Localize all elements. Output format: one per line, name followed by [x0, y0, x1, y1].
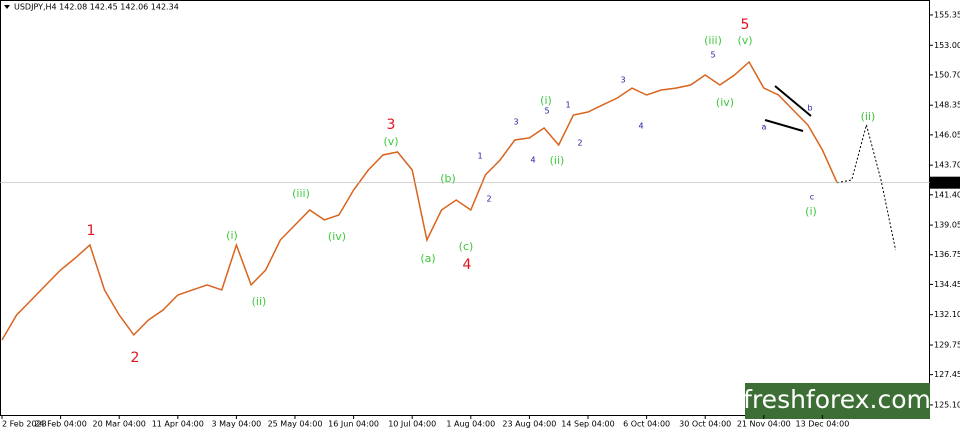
x-tick-label: 21 Nov 04:00 [737, 420, 791, 429]
wave-label: 4 [638, 122, 643, 131]
x-tick-label: 23 Aug 04:00 [502, 420, 556, 429]
triangle-line [774, 85, 812, 117]
current-price-label: 142.34 [933, 178, 960, 187]
x-tick-label: 25 May 04:00 [268, 420, 323, 429]
y-tick-label: 125.10 [934, 400, 960, 409]
wave-label: (iii) [704, 34, 722, 47]
x-tick-label: 1 Aug 04:00 [446, 420, 495, 429]
wave-label: 5 [741, 17, 750, 33]
triangle-line [764, 119, 804, 132]
wave-label: 5 [544, 107, 549, 116]
y-tick-label: 141.40 [934, 190, 960, 199]
wave-label: (iii) [292, 187, 310, 200]
wave-label: (v) [737, 34, 752, 47]
wave-label: 3 [620, 76, 625, 85]
wave-label: (i) [805, 205, 817, 218]
wave-label: 1 [565, 101, 570, 110]
wave-label: (v) [383, 135, 398, 148]
wave-label: (iv) [716, 96, 734, 109]
watermark-box [745, 383, 930, 419]
plot-frame [0, 0, 930, 416]
y-tick-label: 143.70 [934, 161, 960, 170]
wave-label: 3 [513, 118, 518, 127]
wave-label: 2 [577, 139, 582, 148]
y-tick-label: 134.45 [934, 280, 960, 289]
wave-label: (i) [540, 94, 552, 107]
wave-label: c [810, 193, 814, 202]
x-tick-label: 11 Apr 04:00 [152, 420, 204, 429]
menu-arrow [4, 5, 10, 9]
price-line [1, 60, 838, 341]
symbol-label: USDJPY,H4 142.08 142.45 142.06 142.34 [14, 3, 179, 12]
y-tick-label: 148.35 [934, 101, 960, 110]
x-tick-label: 6 Oct 04:00 [623, 420, 670, 429]
wave-label: (ii) [550, 154, 565, 167]
x-tick-label: 16 Jun 04:00 [328, 420, 379, 429]
y-tick-label: 146.05 [934, 130, 960, 139]
wave-label: (ii) [861, 110, 876, 123]
wave-label: 3 [387, 117, 396, 133]
wave-label: a [762, 123, 767, 132]
y-tick-label: 136.75 [934, 250, 960, 259]
wave-label: (c) [459, 240, 474, 253]
wave-label: b [807, 104, 812, 113]
wave-label: 1 [87, 223, 96, 239]
y-tick-label: 132.10 [934, 310, 960, 319]
x-tick-label: 20 Mar 04:00 [92, 420, 145, 429]
wave-label: 1 [477, 152, 482, 161]
wave-label: (ii) [252, 295, 267, 308]
wave-label: (b) [440, 172, 456, 185]
wave-label: (a) [420, 252, 435, 265]
wave-label: (i) [226, 229, 238, 242]
y-tick-label: 127.45 [934, 370, 960, 379]
wave-label: (iv) [328, 230, 346, 243]
wave-label: 5 [710, 51, 715, 60]
x-tick-label: 13 Dec 04:00 [795, 420, 849, 429]
y-tick-label: 155.35 [934, 10, 960, 19]
y-tick-label: 139.05 [934, 221, 960, 230]
x-tick-label: 24 Feb 04:00 [34, 420, 86, 429]
x-tick-label: 3 May 04:00 [212, 420, 262, 429]
wave-label: 4 [463, 257, 472, 273]
wave-label: 2 [131, 350, 140, 366]
y-tick-label: 129.75 [934, 340, 960, 349]
wave-label: 4 [530, 156, 535, 165]
wave-label: 2 [486, 195, 491, 204]
x-tick-label: 30 Oct 04:00 [679, 420, 731, 429]
y-tick-label: 150.70 [934, 70, 960, 79]
x-tick-label: 10 Jul 04:00 [388, 420, 436, 429]
x-tick-label: 2 Feb 2023 [2, 420, 47, 429]
forecast-line [837, 122, 897, 251]
x-tick-label: 14 Sep 04:00 [561, 420, 614, 429]
y-tick-label: 153.00 [934, 41, 960, 50]
watermark: freshforex.com [743, 385, 931, 414]
current-price-tag [930, 176, 960, 189]
